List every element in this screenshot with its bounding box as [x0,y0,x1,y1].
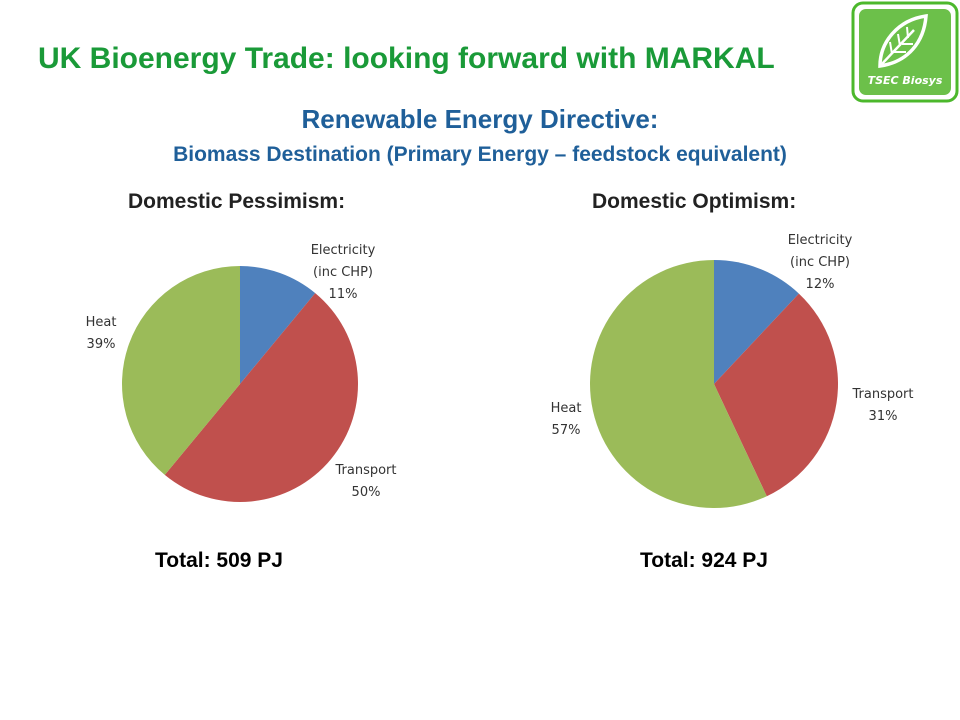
total-optimism: Total: 924 PJ [640,549,768,572]
pie-slice-heat [589,260,767,508]
pie-chart-pessimism: Electricity (inc CHP) 11% Transport 50% Heat 3… [86,243,397,502]
pie-label-transport: Transport 50% [334,463,396,500]
pie-label-electricity-inc-chp: Electricity (inc CHP) 12% [788,233,853,292]
chart-title-pessimism: Domestic Pessimism: [128,190,346,213]
pie-label-electricity-inc-chp: Electricity (inc CHP) 11% [311,243,376,302]
tsec-biosys-logo: TSEC Biosys [851,1,959,103]
pie-slice-electricity-inc-chp [714,260,799,384]
pie-slice-heat [121,266,240,475]
subtitle-2: Biomass Destination (Primary Energy – fe… [173,143,787,166]
pie-slice-transport [714,293,838,497]
pie-label-heat: Heat 39% [86,315,117,352]
pie-slice-electricity-inc-chp [240,266,316,384]
pie-slice-transport [164,293,359,502]
pie-chart-optimism: Electricity (inc CHP) 12% Transport 31% Heat 5… [551,233,914,508]
logo-text: TSEC Biosys [868,74,943,87]
pie-label-heat: Heat 57% [551,401,582,438]
leaf-icon [878,13,928,69]
slide-title: UK Bioenergy Trade: looking forward with… [38,42,775,75]
subtitle: Renewable Energy Directive: [301,104,659,134]
total-pessimism: Total: 509 PJ [155,549,283,572]
chart-title-optimism: Domestic Optimism: [592,190,797,213]
pie-label-transport: Transport 31% [851,387,913,424]
